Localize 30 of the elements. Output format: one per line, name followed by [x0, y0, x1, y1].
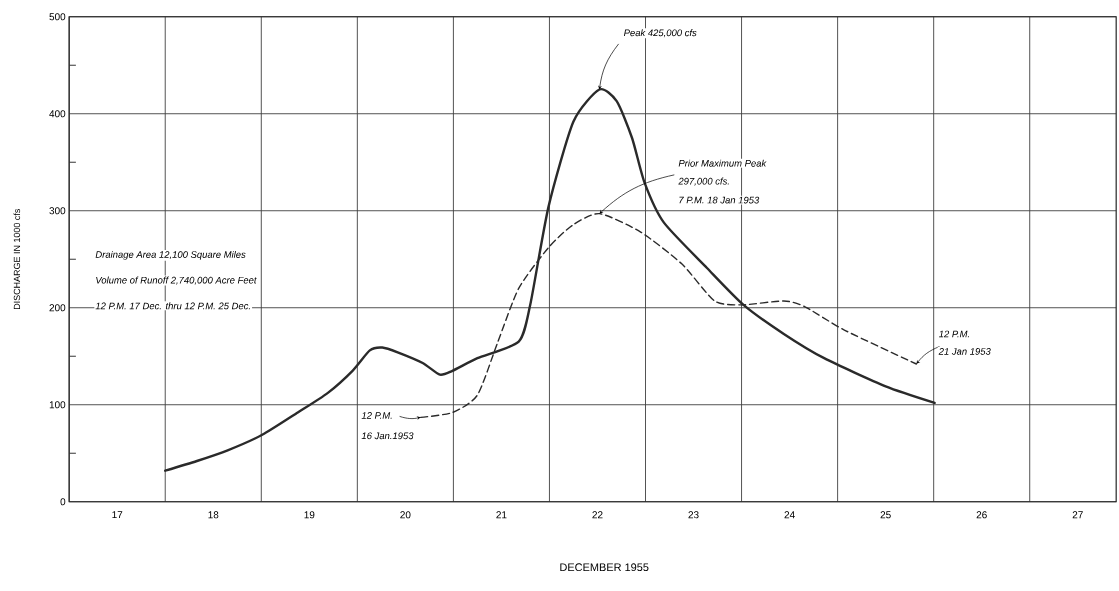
annotation: Volume of Runoff 2,740,000 Acre Feet [96, 276, 257, 285]
annotation: 297,000 cfs. [678, 177, 729, 186]
annotation: 7 P.M. 18 Jan 1953 [679, 196, 760, 204]
y-tick-label: 0 [60, 498, 66, 506]
y-tick-label: 500 [49, 13, 66, 21]
x-tick-label: 26 [976, 511, 987, 519]
x-tick-label: 23 [688, 511, 699, 519]
x-tick-label: 18 [208, 511, 219, 519]
x-tick-label: 25 [880, 511, 891, 519]
annotation: Drainage Area 12,100 Square Miles [95, 250, 246, 260]
y-tick-label: 400 [49, 110, 66, 118]
x-tick-label: 20 [400, 511, 411, 519]
x-tick-label: 24 [784, 511, 795, 519]
annotation: Peak 425,000 cfs [623, 29, 697, 38]
x-tick-label: 19 [304, 511, 315, 519]
annotation: 12 P.M. 17 Dec. thru 12 P.M. 25 Dec. [95, 302, 250, 310]
x-tick-label: 22 [592, 511, 603, 519]
annotation: 12 P.M. [938, 330, 969, 338]
x-tick-label: 21 [496, 511, 507, 519]
x-tick-label: 27 [1072, 511, 1083, 519]
y-tick-label: 200 [49, 304, 66, 312]
annotation: 21 Jan 1953 [938, 348, 991, 355]
annotation: Prior Maximum Peak [678, 159, 767, 167]
annotation: 12 P.M. [361, 412, 392, 419]
x-tick-label: 17 [112, 511, 123, 519]
y-tick-label: 100 [49, 401, 66, 409]
y-tick-label: 300 [49, 207, 66, 215]
y-axis-title: DISCHARGE IN 1000 cfs [13, 209, 21, 310]
x-axis-title: DECEMBER 1955 [560, 563, 649, 572]
annotation: 16 Jan.1953 [361, 432, 414, 440]
